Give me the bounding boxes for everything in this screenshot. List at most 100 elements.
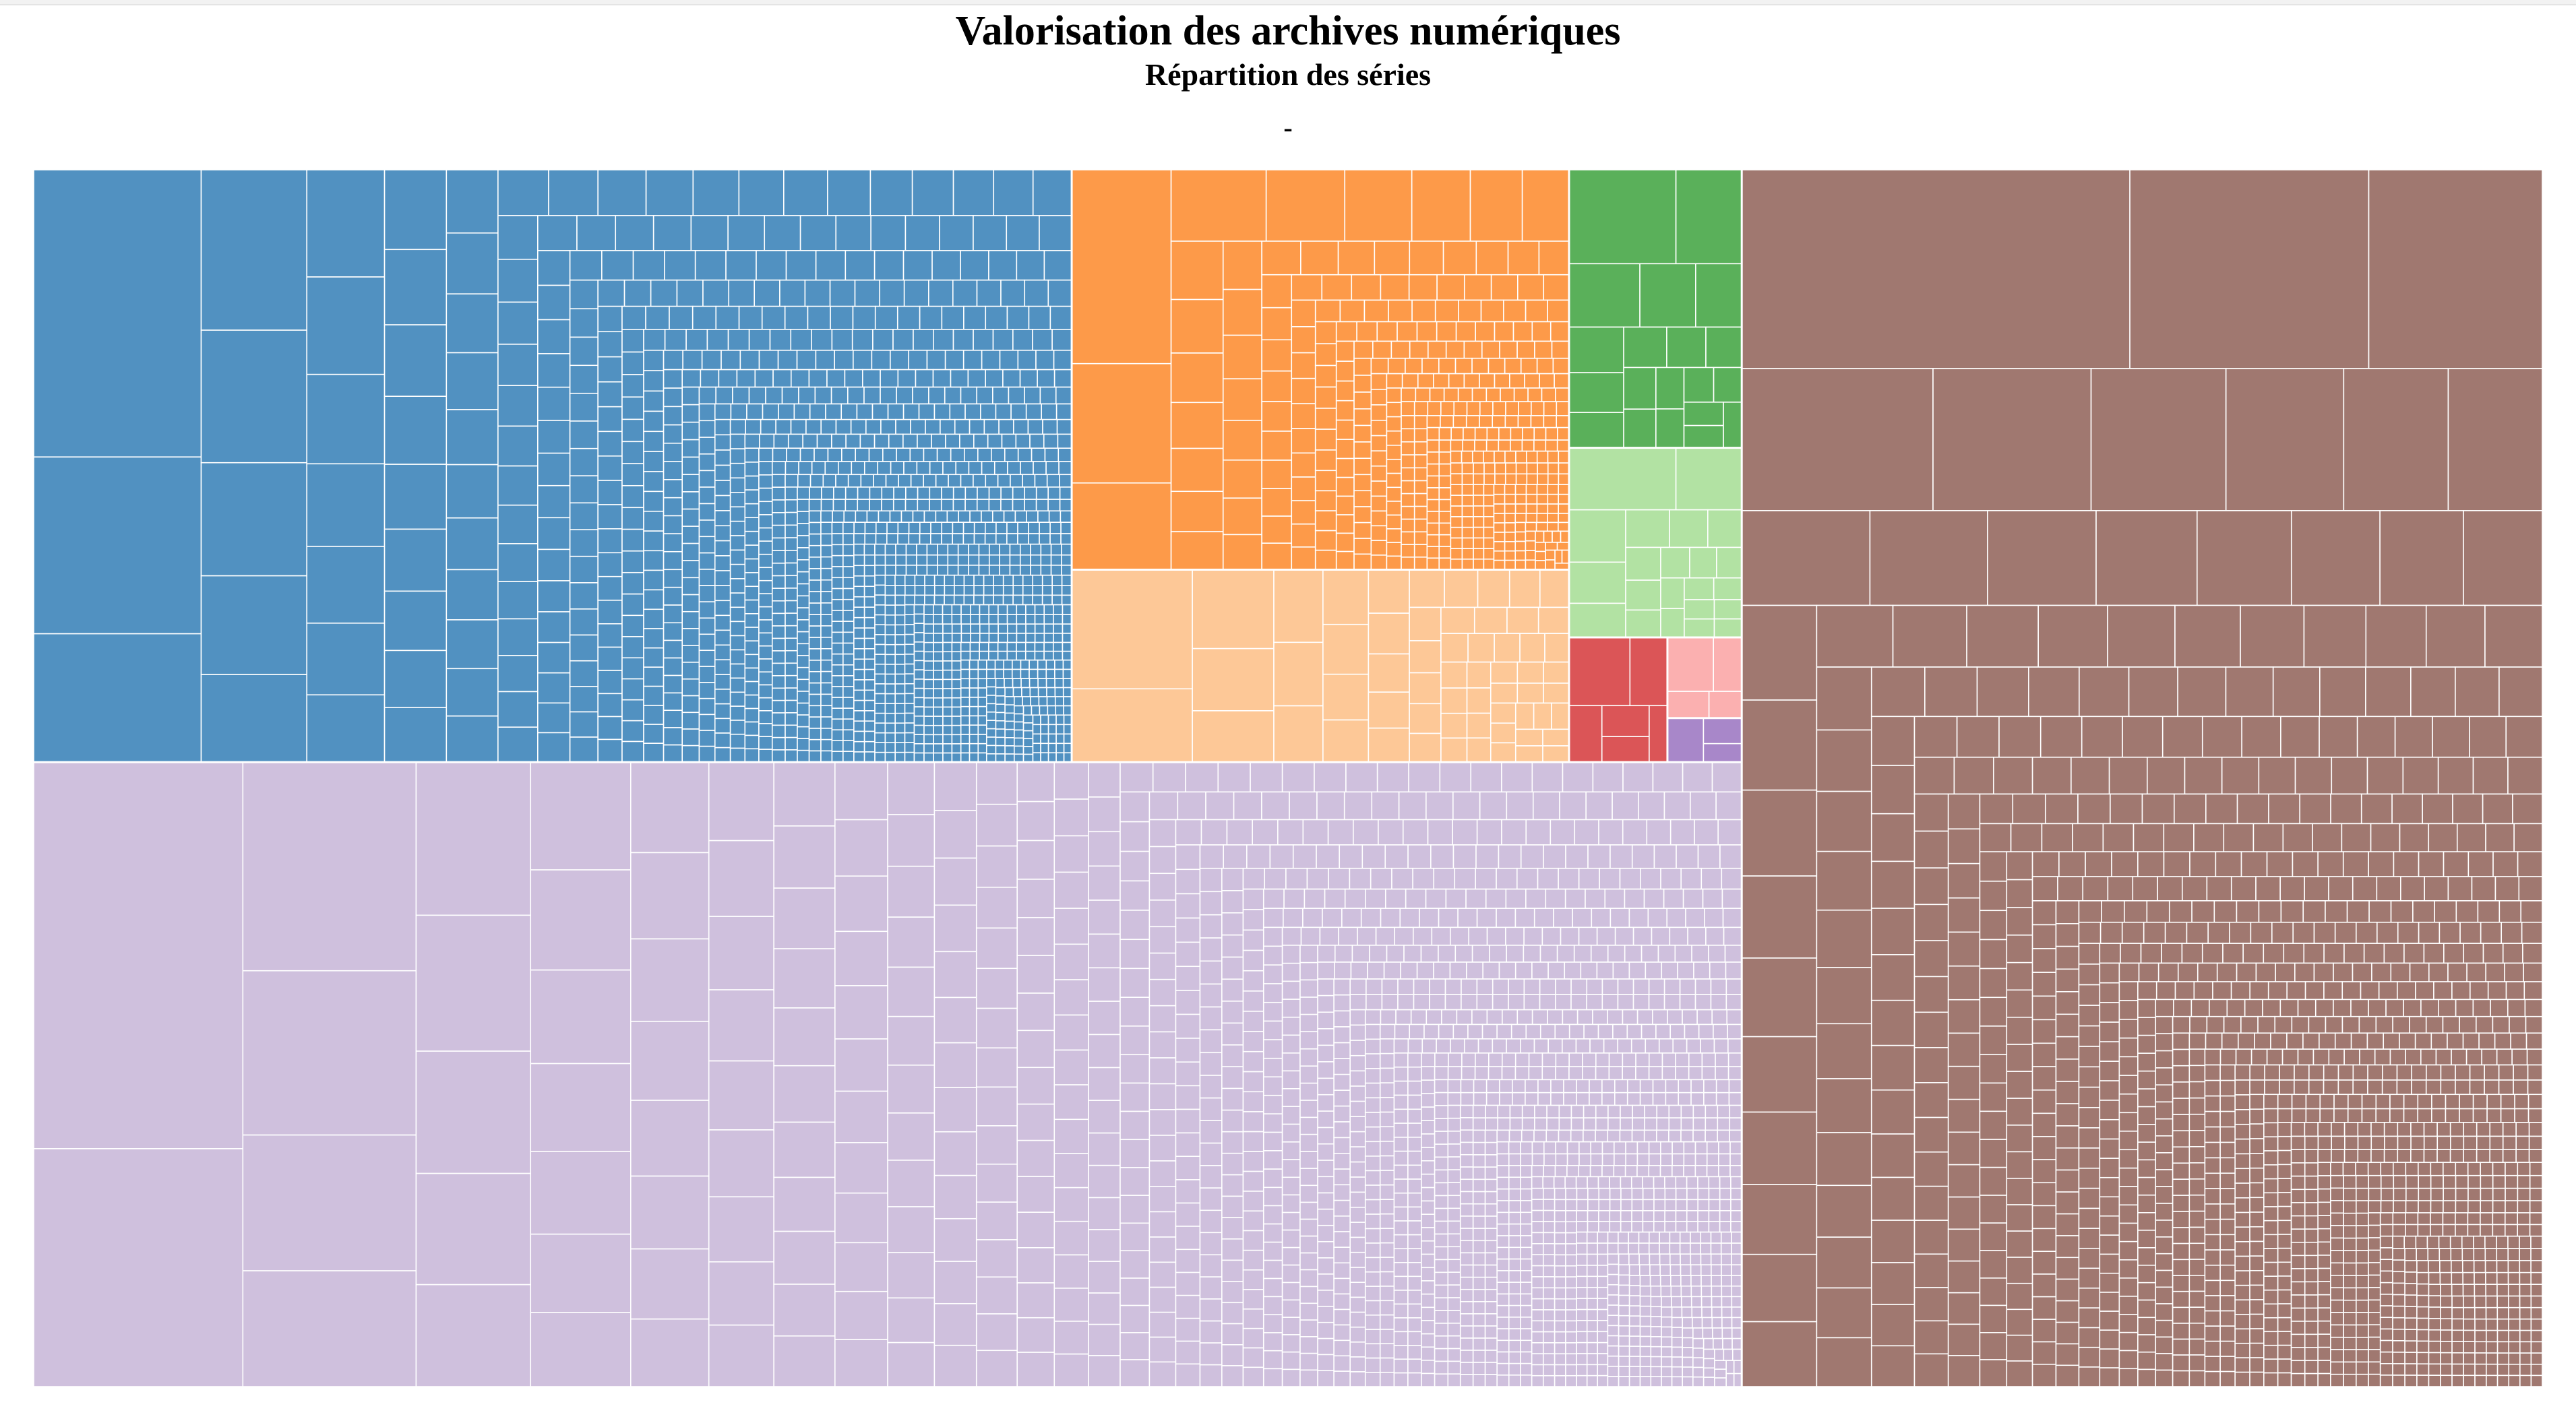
treemap-tile	[1714, 1348, 1725, 1362]
treemap-tile	[831, 329, 853, 351]
treemap-tile	[1450, 439, 1464, 452]
treemap-tile	[995, 745, 1006, 755]
treemap-tile	[2146, 900, 2170, 923]
treemap-tile	[2031, 900, 2057, 926]
treemap-tile	[2485, 1284, 2498, 1297]
treemap-tile	[2078, 1106, 2101, 1129]
treemap-tile	[2330, 1225, 2344, 1239]
treemap-tile	[708, 761, 774, 842]
treemap-tile	[1531, 1320, 1544, 1333]
treemap-tile	[1692, 1129, 1706, 1143]
treemap-tile	[1490, 742, 1516, 763]
treemap-tile	[1357, 926, 1377, 946]
treemap-tile	[911, 170, 954, 216]
treemap-tile	[2031, 1042, 2057, 1067]
treemap-tile	[1401, 387, 1417, 402]
treemap-tile	[874, 654, 886, 665]
treemap-tile	[1421, 1066, 1436, 1081]
treemap-tile	[2031, 924, 2057, 949]
treemap-tile	[1520, 1153, 1533, 1166]
treemap-tile	[993, 585, 1004, 596]
treemap-tile	[2430, 1032, 2448, 1050]
treemap-tile	[1539, 569, 1570, 608]
treemap-tile	[2249, 1064, 2265, 1081]
treemap-tile	[2423, 1135, 2439, 1150]
treemap-tile	[1409, 340, 1429, 359]
treemap-tile	[2191, 900, 2215, 923]
treemap-tile	[1024, 499, 1037, 512]
treemap-tile	[2430, 1174, 2444, 1189]
treemap-tile	[1542, 728, 1570, 747]
treemap-tile	[1057, 447, 1072, 462]
treemap-tile	[1037, 659, 1047, 670]
treemap-tile	[1628, 1325, 1641, 1337]
treemap-tile	[2452, 793, 2484, 825]
treemap-tile	[2317, 1281, 2331, 1296]
treemap-tile	[1016, 1176, 1055, 1213]
treemap-tile	[2374, 1048, 2391, 1066]
treemap-tile	[1314, 321, 1337, 344]
treemap-tile	[1063, 743, 1072, 754]
treemap-tile	[1545, 559, 1556, 571]
treemap-tile	[2219, 1295, 2236, 1312]
treemap-tile	[1012, 499, 1025, 512]
treemap-tile	[835, 474, 849, 488]
treemap-tile	[884, 594, 896, 606]
treemap-tile	[942, 651, 953, 662]
treemap-tile	[1221, 1323, 1244, 1346]
treemap-tile	[2249, 1153, 2265, 1169]
treemap-tile	[1660, 1285, 1672, 1298]
treemap-tile	[2249, 1342, 2265, 1358]
treemap-tile	[1526, 462, 1538, 475]
treemap-tile	[926, 554, 938, 566]
treemap-tile	[988, 614, 999, 625]
treemap-tile	[1648, 1141, 1661, 1155]
treemap-tile	[2360, 793, 2393, 825]
treemap-tile	[702, 279, 730, 307]
treemap-tile	[933, 669, 944, 681]
treemap-tile	[569, 420, 599, 449]
treemap-tile	[1653, 1187, 1666, 1201]
treemap-tile	[1222, 460, 1262, 499]
treemap-tile	[1504, 513, 1516, 524]
treemap-tile	[1639, 1315, 1652, 1327]
treemap-tile	[1262, 964, 1283, 984]
treemap-tile	[1351, 274, 1382, 301]
treemap-tile	[904, 693, 915, 704]
treemap-tile	[1576, 1298, 1588, 1311]
treemap-tile	[1434, 1079, 1449, 1094]
treemap-tile	[1543, 530, 1553, 543]
treemap-tile	[2428, 1306, 2441, 1319]
treemap-tile	[2267, 981, 2288, 1001]
treemap-tile	[1413, 480, 1428, 495]
treemap-tile	[960, 705, 971, 717]
treemap-tile	[2304, 1347, 2319, 1362]
treemap-tile	[1370, 480, 1388, 497]
treemap-tile	[1477, 569, 1510, 608]
treemap-tile	[1447, 1373, 1461, 1387]
treemap-tile	[1913, 793, 1949, 832]
treemap-tile	[2343, 1312, 2357, 1326]
treemap-tile	[2379, 1375, 2393, 1387]
treemap-tile	[1700, 1242, 1712, 1255]
treemap-tile	[1520, 1223, 1533, 1236]
treemap-tile	[1504, 541, 1516, 552]
treemap-tile	[1409, 640, 1442, 674]
treemap-tile	[1040, 724, 1049, 735]
treemap-tile	[1386, 445, 1402, 460]
treemap-tile	[2078, 1366, 2101, 1387]
treemap-tile	[2496, 1284, 2509, 1297]
treemap-tile	[857, 486, 871, 500]
treemap-tile	[1273, 569, 1324, 643]
treemap-tile	[1913, 1320, 1949, 1355]
treemap-tile	[497, 259, 539, 303]
treemap-tile	[1515, 462, 1528, 475]
treemap-tile	[2263, 1358, 2279, 1374]
treemap-tile	[1543, 415, 1558, 429]
treemap-tile	[1242, 990, 1264, 1012]
treemap-tile	[2304, 1215, 2319, 1230]
treemap-tile	[1025, 623, 1036, 634]
treemap-tile	[1535, 550, 1546, 561]
treemap-tile	[1009, 543, 1021, 556]
treemap-tile	[1661, 1376, 1673, 1387]
